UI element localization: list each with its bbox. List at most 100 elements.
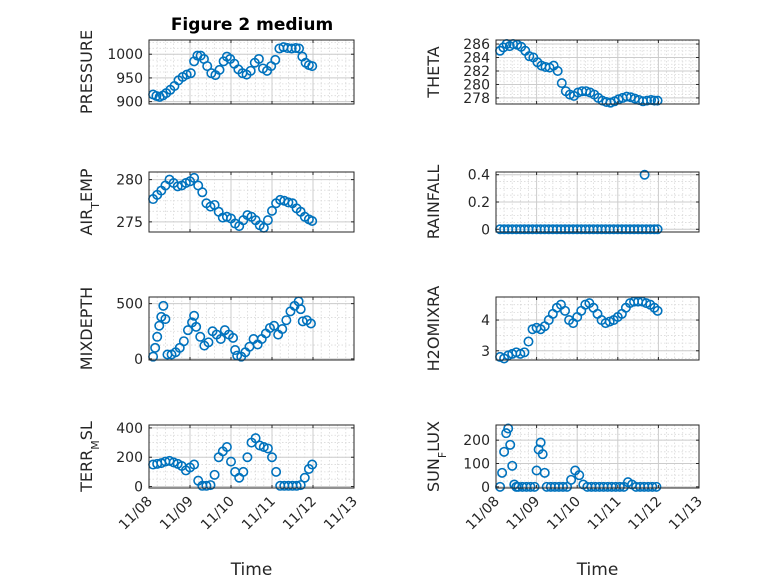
data-point [652,305,663,316]
data-point [305,318,316,329]
axes-box [148,424,355,489]
data-point [270,54,281,65]
data-point [158,300,169,311]
data-point [262,443,273,454]
data-point [152,331,163,342]
data-point [647,481,658,492]
data-point [501,428,512,439]
data-point [535,437,546,448]
data-point [238,466,249,477]
data-point [639,169,650,180]
data-point [178,336,189,347]
y-axis-label: TERRMSL [77,421,102,493]
data-point [189,310,200,321]
data-point [537,449,548,460]
y-tick-label: 1000 [107,47,143,63]
data-point [525,481,536,492]
axes-box [495,296,700,361]
data-point [614,481,625,492]
y-tick-label: 280 [463,77,490,93]
data-point [645,224,656,235]
data-point [307,216,318,227]
data-point [205,480,216,491]
y-tick-label: 200 [463,433,490,449]
y-axis-label: SUNFLUX [424,421,449,492]
y-tick-label: 950 [116,71,143,87]
data-point [281,315,292,326]
data-point [203,337,214,348]
data-point [277,324,288,335]
y-tick-label: 282 [463,64,490,80]
data-point [299,472,310,483]
data-point [160,314,171,325]
y-tick-label: 0 [481,480,490,496]
axes-box [148,39,355,105]
data-point [182,325,193,336]
data-point [195,331,206,342]
data-point [242,452,253,463]
x-axis-label: Time [230,560,273,580]
data-point [651,481,662,492]
y-tick-label: 286 [463,37,490,53]
data-point [221,441,232,452]
data-point [201,480,212,491]
data-point [262,215,273,226]
y-tick-label: 200 [116,450,143,466]
y-tick-label: 280 [116,173,143,189]
data-point [226,456,237,467]
y-axis-label: MIXDEPTH [77,287,96,370]
figure-title: Figure 2 medium [171,15,333,35]
data-point [191,321,202,332]
data-point [307,459,318,470]
subplot-h2omixra: 3 4 H2OMIXRA [424,286,700,371]
axes-background [496,425,699,488]
y-tick-label: 500 [116,297,143,313]
data-point [230,345,241,356]
y-tick-label: 3 [481,344,490,360]
axes-box [148,296,355,361]
data-point [150,342,161,353]
y-tick-label: 900 [116,95,143,111]
data-point [519,347,530,358]
data-point [539,467,550,478]
data-point [529,481,540,492]
data-point [291,480,302,491]
axes-box [495,424,700,489]
data-point [197,187,208,198]
y-tick-label: 0.2 [468,195,490,211]
data-point [552,65,563,76]
data-point [294,43,305,54]
data-point [215,333,226,344]
data-point [649,95,660,106]
data-point [189,172,200,183]
data-point [295,480,306,491]
y-tick-label: 100 [463,457,490,473]
y-tick-label: 400 [116,421,143,437]
data-point [295,304,306,315]
y-tick-label: 0.4 [468,168,490,184]
y-axis-label: RAINFALL [424,165,443,240]
data-point [557,481,568,492]
y-axis-label: PRESSURE [77,30,96,114]
y-axis-label: THETA [424,46,443,98]
data-point [245,65,256,76]
data-point [214,64,225,75]
data-point [574,470,585,481]
subplot-pressure: 900 950 1000 PRESSURE [77,30,355,114]
data-point [307,61,318,72]
axes-box [148,171,355,233]
subplot-air_temp: 275 280 AIRTEMP [77,168,355,236]
data-point [269,320,280,331]
data-point [652,224,663,235]
data-point [505,439,516,450]
y-tick-label: 0 [134,352,143,368]
data-point [228,332,239,343]
data-point [253,53,264,64]
y-tick-label: 278 [463,91,490,107]
data-point [507,460,518,471]
x-axis-label: Time [576,560,619,580]
data-point [266,205,277,216]
data-point [286,43,297,54]
data-point [652,95,663,106]
